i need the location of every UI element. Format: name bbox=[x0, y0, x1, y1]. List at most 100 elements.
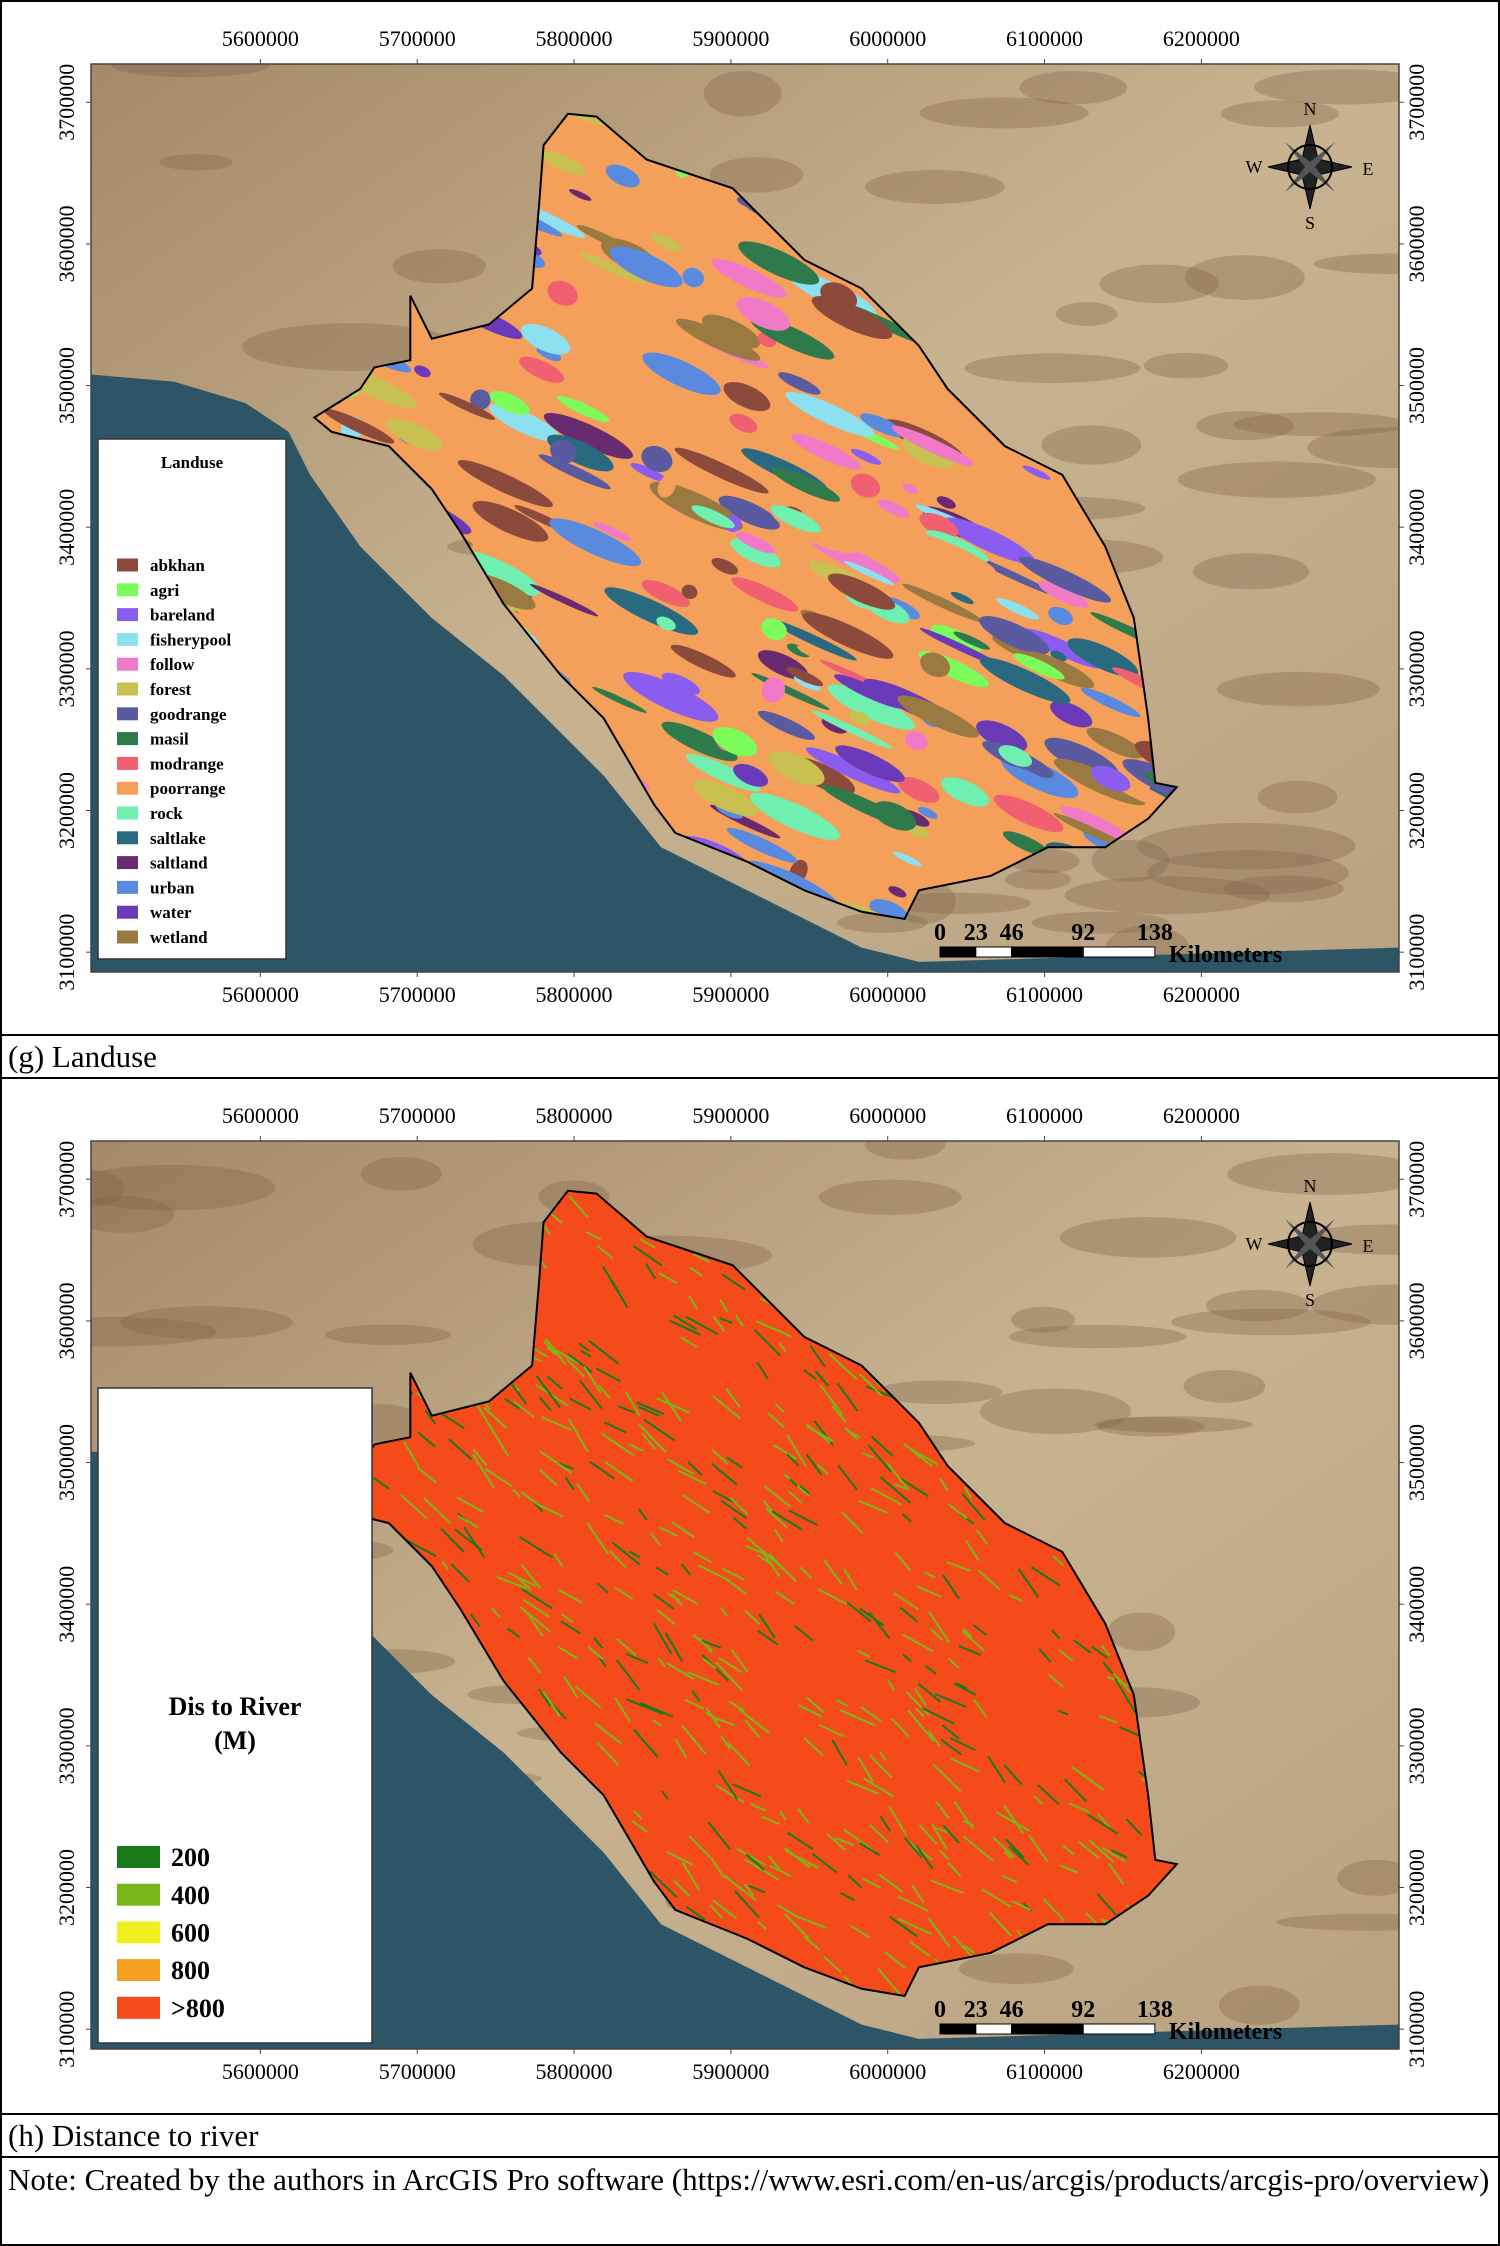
legend-title: (M) bbox=[214, 1726, 256, 1755]
river-buffer bbox=[1037, 1784, 1060, 1806]
sea bbox=[91, 374, 1399, 972]
river-buffer bbox=[557, 1645, 579, 1660]
legend-label: forest bbox=[150, 680, 192, 699]
river-buffer bbox=[720, 1607, 728, 1617]
legend-label: follow bbox=[150, 655, 195, 674]
river-buffer bbox=[1091, 1645, 1109, 1659]
x-tick-label: 6000000 bbox=[849, 1103, 926, 1128]
river-buffer bbox=[774, 1403, 785, 1413]
river-buffer bbox=[930, 1879, 965, 1895]
scale-segment bbox=[975, 2023, 1013, 2035]
mountain bbox=[1019, 70, 1128, 105]
river-buffer bbox=[438, 1410, 465, 1430]
river-buffer bbox=[417, 1467, 438, 1484]
mountain bbox=[159, 154, 233, 171]
x-tick-label: 5800000 bbox=[536, 26, 613, 51]
river-buffer bbox=[828, 1353, 858, 1381]
landuse-patch bbox=[850, 473, 881, 498]
river-buffer bbox=[578, 1342, 590, 1352]
river-buffer bbox=[760, 1815, 781, 1826]
river-buffer bbox=[961, 1492, 986, 1521]
river-buffer bbox=[399, 1493, 428, 1520]
landuse-patch bbox=[670, 644, 736, 678]
river-buffer bbox=[818, 1723, 845, 1738]
river-buffer bbox=[652, 1622, 673, 1655]
river-buffer bbox=[757, 1554, 774, 1567]
landuse-patch bbox=[768, 750, 825, 786]
legend-swatch bbox=[117, 558, 138, 572]
river-buffer bbox=[771, 1510, 803, 1531]
sea bbox=[91, 1451, 1399, 2049]
landuse-patch bbox=[630, 463, 668, 483]
river-buffer bbox=[902, 1633, 934, 1653]
river-buffer bbox=[947, 1862, 962, 1877]
river-buffer bbox=[767, 1855, 782, 1873]
landuse-patch bbox=[529, 583, 599, 617]
river-buffer bbox=[567, 1418, 589, 1453]
mountain bbox=[1206, 1289, 1310, 1322]
river-buffer bbox=[839, 1708, 876, 1727]
river-buffer bbox=[513, 1400, 535, 1418]
river-buffer bbox=[915, 1844, 934, 1870]
landuse-patch bbox=[549, 518, 642, 567]
river-buffer bbox=[924, 1664, 937, 1675]
river-buffer bbox=[405, 1539, 437, 1558]
river-buffer bbox=[956, 1682, 968, 1690]
river-buffer bbox=[732, 1783, 762, 1798]
river-buffer bbox=[553, 1553, 564, 1568]
river-buffer bbox=[915, 1707, 925, 1718]
x-tick-label: 6100000 bbox=[1006, 26, 1083, 51]
river-buffer bbox=[564, 1476, 575, 1490]
river-buffer bbox=[923, 1571, 936, 1579]
landuse-patch bbox=[657, 475, 676, 498]
x-tick-label: 5700000 bbox=[379, 2059, 456, 2084]
river-buffer bbox=[744, 1719, 761, 1739]
river-buffer bbox=[748, 1884, 766, 1894]
river-buffer bbox=[1071, 1765, 1105, 1791]
landuse-patch bbox=[1023, 651, 1095, 689]
landuse-patch bbox=[979, 616, 1050, 655]
river-buffer bbox=[636, 1401, 665, 1416]
river-buffer bbox=[894, 1483, 908, 1490]
river-buffer bbox=[527, 1656, 542, 1674]
y-tick-label: 3400000 bbox=[1404, 489, 1429, 566]
river-buffer bbox=[867, 1444, 892, 1473]
river-buffer bbox=[711, 1448, 729, 1465]
mountain bbox=[241, 323, 460, 371]
y-tick-label: 3300000 bbox=[1404, 630, 1429, 707]
river-buffer bbox=[888, 1915, 918, 1938]
river-buffer bbox=[805, 1453, 823, 1476]
river-buffer bbox=[712, 1316, 726, 1332]
river-buffer bbox=[1042, 1898, 1065, 1922]
landuse-patch bbox=[1013, 653, 1065, 680]
river-buffer bbox=[1011, 1900, 1031, 1911]
landuse-patch bbox=[933, 823, 997, 860]
landuse-patch bbox=[661, 672, 700, 695]
river-buffer bbox=[472, 1448, 488, 1467]
river-buffer bbox=[897, 1895, 929, 1912]
river-buffer bbox=[963, 1835, 994, 1862]
x-tick-label: 6000000 bbox=[849, 26, 926, 51]
river-buffer bbox=[870, 1435, 894, 1457]
river-buffer bbox=[650, 1532, 661, 1546]
river-buffer bbox=[857, 1499, 889, 1514]
river-buffer bbox=[877, 1967, 904, 1996]
landuse-patch bbox=[1018, 556, 1112, 603]
x-tick-label: 5800000 bbox=[536, 982, 613, 1007]
mountain bbox=[1171, 1308, 1372, 1336]
landuse-patch bbox=[733, 763, 769, 787]
river-buffer bbox=[1098, 1714, 1118, 1724]
y-tick-label: 3200000 bbox=[1404, 1849, 1429, 1926]
river-buffer bbox=[928, 1611, 951, 1644]
scale-label: 92 bbox=[1071, 920, 1095, 946]
river-buffer bbox=[757, 1921, 767, 1930]
river-buffer bbox=[803, 1935, 821, 1951]
river-buffer bbox=[1072, 1639, 1092, 1654]
landuse-patch bbox=[470, 389, 491, 411]
mountain bbox=[1055, 302, 1118, 327]
landuse-patch bbox=[674, 447, 769, 494]
mountain bbox=[392, 249, 486, 284]
river-buffer bbox=[666, 1458, 695, 1476]
river-buffer bbox=[846, 1779, 879, 1795]
mountain bbox=[1041, 425, 1142, 465]
